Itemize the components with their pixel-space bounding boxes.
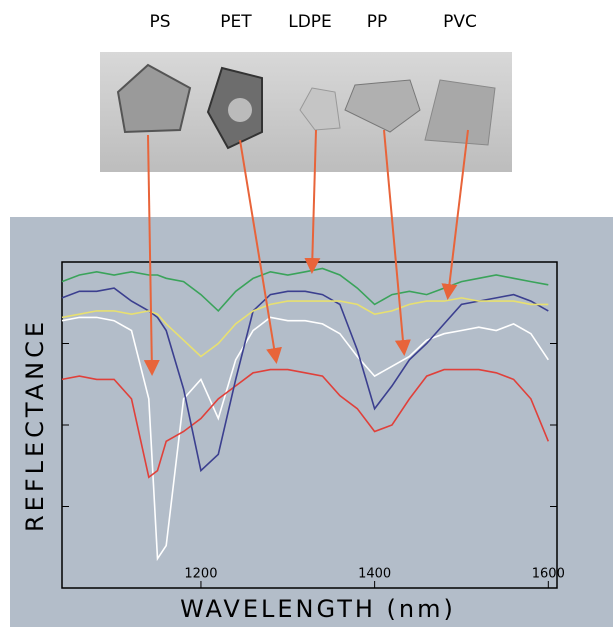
sample-label: PVC (443, 12, 477, 32)
sample-photo (100, 52, 512, 172)
series-line (61, 297, 549, 358)
y-axis-label: REFLECTANCE (21, 318, 49, 532)
series-line (61, 316, 549, 562)
series-line (61, 368, 550, 479)
series-line (61, 287, 549, 473)
arrows (143, 129, 469, 376)
x-tick-label: 1400 (358, 567, 391, 582)
x-tick-label: 1200 (184, 567, 217, 582)
sample-label: PS (149, 12, 170, 32)
x-tick-label: 1600 (532, 567, 565, 582)
plot-area: 1200 1400 1600 (61, 267, 565, 588)
chart-panel (10, 217, 613, 627)
sample-label: PET (220, 12, 252, 32)
sample-label: PP (367, 12, 388, 32)
x-axis-label: WAVELENGTH (nm) (180, 595, 456, 623)
series-line (61, 267, 549, 313)
sample-label: LDPE (288, 12, 332, 32)
